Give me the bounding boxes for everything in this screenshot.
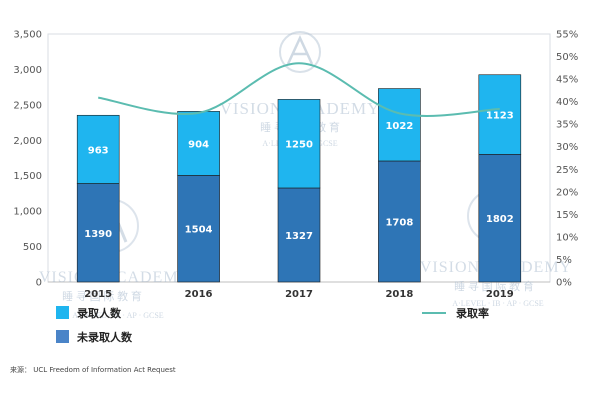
watermark-chinese-left: 睡 寻 国 际 教 育 [62,289,142,303]
left-tick-label: 500 [23,242,42,253]
left-axis: 0 500 1,000 1,500 2,000 2,500 3,000 3,500 [13,30,42,289]
bar-admitted [177,111,220,176]
right-tick-label: 50% [556,52,578,63]
bar-admitted [277,99,321,189]
right-tick-label: 45% [556,75,578,86]
data-label-admitted: 904 [188,139,209,150]
right-tick-label: 0% [556,278,572,289]
x-tick-label: 2016 [185,289,213,300]
data-label-admitted: 1022 [385,121,413,132]
x-tick-label: 2019 [486,289,514,300]
x-tick-label: 2015 [84,289,112,300]
bar-admitted [378,88,421,162]
left-tick-label: 1,000 [13,207,42,218]
rate-line [98,62,500,117]
right-tick-label: 35% [556,120,578,131]
rate-line-layer [98,62,500,117]
legend-label-rejected: 未录取人数 [76,330,133,344]
watermark-logo-center [279,31,321,73]
right-tick-label: 25% [556,165,578,176]
right-tick-label: 40% [556,97,578,108]
x-tick-label: 2017 [285,289,313,300]
right-tick-label: 15% [556,210,578,221]
x-tick-label: 2018 [385,289,413,300]
right-axis: 0% 5% 10% 15% 20% 25% 30% 35% 40% 45% 50% 55% [556,30,578,289]
left-tick-label: 3,000 [13,65,42,76]
bar-admitted [478,74,522,155]
x-axis: 2015 2016 2017 2018 2019 [84,289,513,300]
watermark-subtitle-right: A·LEVEL · IB · AP · GCSE [452,299,544,308]
legend-label-admitted: 录取人数 [77,306,122,320]
legend: 录取人数 未录取人数 录取率 [56,306,489,344]
data-label-rejected: 1390 [84,229,112,240]
source-note: 来源： UCL Freedom of Information Act Reque… [10,365,176,374]
legend-swatch-admitted [56,306,69,319]
right-tick-label: 5% [556,255,572,266]
watermark-subtitle-left: A·LEVEL · IB · AP · GCSE [72,311,164,320]
bar-rejected [277,187,321,283]
right-tick-label: 20% [556,187,578,198]
bar-admitted [76,114,120,184]
data-label-rejected: 1802 [486,214,514,225]
watermark-chinese-right: 睡 寻 国 际 教 育 [454,279,534,293]
left-tick-label: 1,500 [13,171,42,182]
left-tick-label: 2,000 [13,136,42,147]
legend-label-rate: 录取率 [456,306,489,320]
right-tick-label: 55% [556,30,578,41]
bar-rejected [177,175,220,283]
bar-rejected [76,183,120,283]
left-tick-label: 2,500 [13,100,42,111]
right-tick-label: 30% [556,142,578,153]
bar-rejected [378,160,421,283]
data-label-admitted: 963 [88,145,109,156]
data-label-rejected: 1327 [285,231,313,242]
data-label-rejected: 1504 [185,225,213,236]
right-tick-label: 10% [556,232,578,243]
left-tick-label: 0 [36,278,42,289]
bars: 1390 963 1504 904 1327 1250 1708 1022 1802 1123 [76,74,522,283]
left-tick-label: 3,500 [13,30,42,41]
data-label-admitted: 1123 [486,111,514,122]
data-label-admitted: 1250 [285,140,313,151]
legend-swatch-rejected [56,330,69,343]
data-label-rejected: 1708 [385,217,413,228]
